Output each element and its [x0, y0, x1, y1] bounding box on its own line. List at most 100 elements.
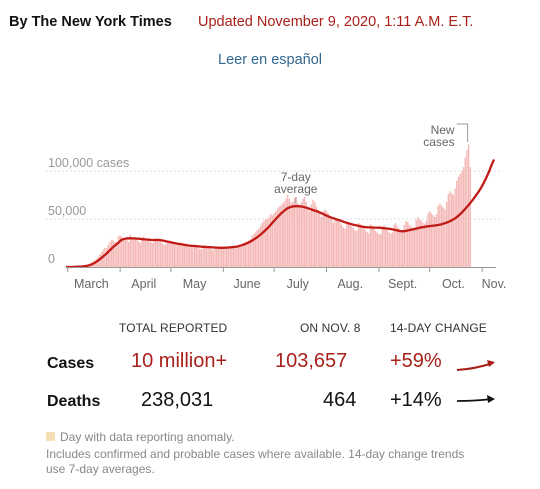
- bar: [427, 213, 429, 267]
- bar: [236, 247, 238, 267]
- bar: [456, 180, 458, 267]
- bar: [134, 238, 137, 267]
- bar: [334, 219, 336, 267]
- bar: [452, 195, 455, 267]
- bar: [417, 217, 419, 267]
- bar: [205, 245, 208, 267]
- bar: [308, 211, 311, 267]
- bar: [291, 201, 294, 267]
- bar: [390, 233, 392, 267]
- bar: [280, 205, 282, 267]
- bar: [325, 210, 328, 267]
- bar: [187, 246, 189, 267]
- bar: [395, 222, 397, 267]
- bar: [170, 242, 172, 267]
- bar: [422, 222, 424, 267]
- bar: [386, 230, 389, 267]
- bar: [215, 246, 218, 267]
- bar: [403, 224, 406, 267]
- bar: [356, 230, 358, 267]
- bar: [183, 244, 186, 267]
- bar: [412, 227, 414, 267]
- y-tick-label: 100,000 cases: [48, 156, 129, 170]
- bar: [295, 196, 297, 267]
- bar: [312, 199, 314, 267]
- bar: [175, 244, 177, 267]
- deaths-change: +14%: [390, 389, 442, 411]
- bar: [330, 219, 333, 267]
- bar: [182, 243, 184, 267]
- bar: [305, 201, 307, 267]
- bar: [469, 167, 472, 267]
- bar: [371, 225, 373, 267]
- x-tick-label: May: [183, 277, 207, 291]
- bar: [269, 214, 272, 267]
- average-annotation: 7-day: [281, 170, 311, 184]
- bar: [298, 205, 301, 267]
- bar: [407, 221, 409, 267]
- bar: [204, 244, 206, 267]
- bar: [423, 223, 426, 267]
- bar: [374, 230, 377, 267]
- bar: [109, 242, 111, 267]
- bar: [110, 239, 113, 267]
- bar: [393, 224, 395, 267]
- bar: [116, 242, 118, 267]
- bar: [214, 247, 216, 267]
- bar: [160, 241, 162, 267]
- bar: [378, 233, 380, 267]
- bar: [385, 228, 387, 267]
- bar: [149, 242, 152, 267]
- bar: [376, 232, 378, 267]
- bar: [185, 244, 187, 267]
- bar: [154, 238, 157, 267]
- x-tick-label: March: [74, 277, 109, 291]
- new-cases-leader-line: [456, 123, 469, 143]
- x-tick-label: June: [233, 277, 260, 291]
- bar: [151, 243, 153, 267]
- bar: [178, 243, 181, 267]
- bar: [315, 206, 318, 267]
- bar: [153, 242, 155, 267]
- bar: [121, 236, 123, 267]
- bar: [251, 235, 253, 267]
- bar: [313, 202, 316, 267]
- bar: [242, 243, 245, 267]
- bar: [138, 241, 140, 267]
- bar: [351, 226, 353, 267]
- x-tick-label: July: [287, 277, 310, 291]
- bar: [346, 222, 348, 267]
- bar: [100, 252, 103, 267]
- bar: [156, 238, 159, 267]
- spanish-link[interactable]: Leer en español: [218, 52, 322, 68]
- bar: [143, 236, 145, 267]
- bar: [440, 205, 443, 267]
- bar: [193, 245, 196, 267]
- bar: [234, 248, 236, 267]
- bar: [107, 244, 110, 267]
- bar: [359, 224, 362, 267]
- bar: [327, 213, 329, 267]
- bar: [268, 217, 270, 267]
- bar: [322, 211, 324, 267]
- bar: [429, 211, 431, 267]
- bar: [410, 226, 412, 267]
- bar: [195, 246, 197, 267]
- bar: [119, 235, 121, 267]
- bar: [271, 215, 274, 267]
- bar: [132, 237, 135, 267]
- bar: [398, 228, 400, 267]
- bar: [273, 213, 275, 267]
- bar: [347, 221, 350, 267]
- bar: [432, 215, 434, 267]
- bar: [418, 219, 421, 267]
- bar: [319, 212, 321, 267]
- bar: [212, 250, 214, 267]
- bar: [357, 222, 360, 267]
- bar: [300, 202, 302, 267]
- bar: [227, 247, 230, 267]
- bar: [405, 220, 407, 267]
- bar: [352, 228, 355, 267]
- bar: [317, 209, 319, 267]
- bar: [259, 226, 262, 267]
